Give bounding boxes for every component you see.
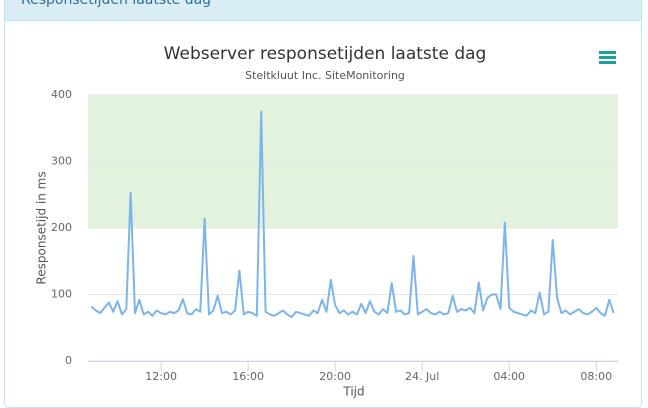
y-tick-label: 400 — [51, 88, 72, 101]
x-tick-label: 16:00 — [232, 370, 264, 383]
menu-bar — [599, 51, 616, 54]
panel-title: Responsetijden laatste dag — [5, 0, 641, 21]
x-tick-label: 24. Jul — [405, 370, 439, 383]
y-tick-label: 0 — [65, 354, 72, 367]
y-tick-label: 300 — [51, 155, 72, 168]
y-tick-label: 100 — [51, 288, 72, 301]
menu-button[interactable] — [599, 51, 616, 64]
y-axis-title: Responsetijd in ms — [35, 171, 49, 284]
menu-bar — [599, 56, 616, 59]
chart-subtitle: Steltkluut Inc. SiteMonitoring — [245, 69, 405, 82]
x-tick-label: 12:00 — [145, 370, 177, 383]
x-tick-label: 08:00 — [580, 370, 612, 383]
line-series — [90, 110, 615, 319]
x-tick-label: 04:00 — [493, 370, 525, 383]
chart-title: Webserver responsetijden laatste dag — [164, 44, 487, 64]
x-tick-label: 20:00 — [319, 370, 351, 383]
x-axis-title: Tijd — [342, 385, 364, 399]
menu-bar — [599, 61, 616, 64]
y-tick-label: 200 — [51, 221, 72, 234]
